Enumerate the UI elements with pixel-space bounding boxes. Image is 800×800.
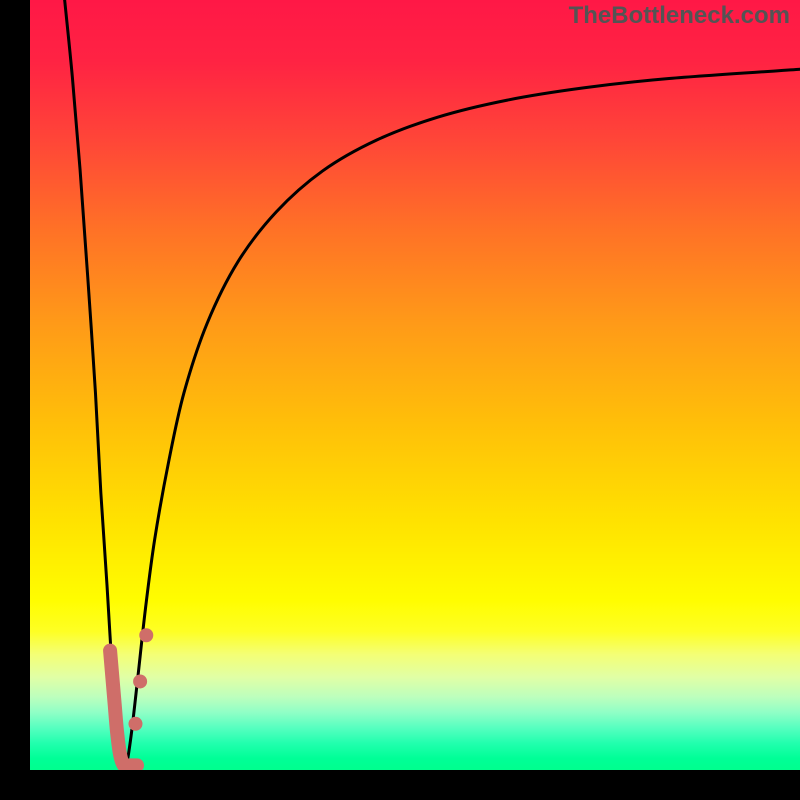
gradient-background <box>30 0 800 770</box>
watermark-text: TheBottleneck.com <box>569 2 790 30</box>
chart-root: TheBottleneck.com <box>0 0 800 800</box>
plot-area <box>30 0 800 770</box>
